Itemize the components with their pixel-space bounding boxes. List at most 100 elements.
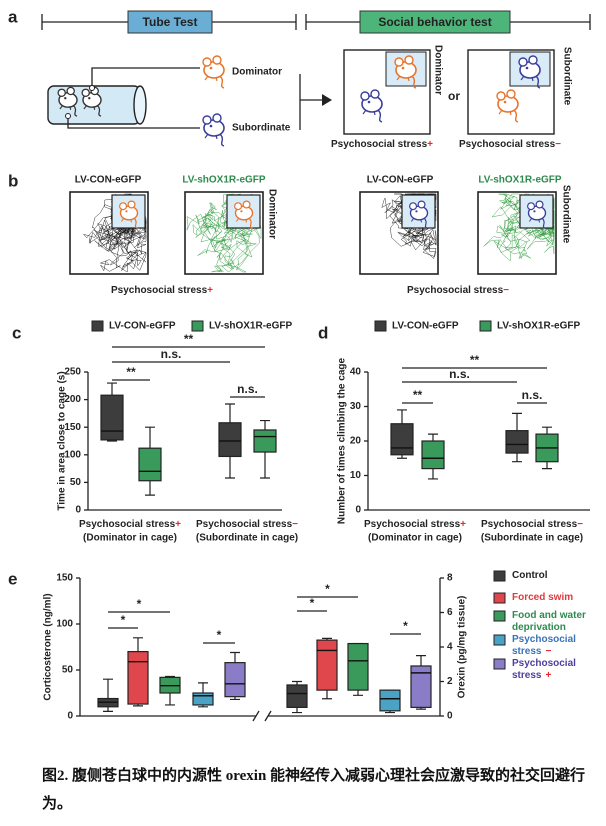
mouse-ear <box>127 200 136 209</box>
whisker-high <box>198 682 208 693</box>
whisker-low <box>165 693 175 706</box>
y2-tick-label: 0 <box>447 711 453 722</box>
legend-entry: Forced swim <box>512 592 598 604</box>
legend-label: LV-CON-eGFP <box>109 321 176 332</box>
box <box>421 440 445 470</box>
box <box>286 684 308 708</box>
box <box>347 642 369 691</box>
significance-label: ** <box>126 365 136 379</box>
mouse-leg <box>396 75 410 82</box>
dominator-label: Dominator <box>232 67 282 78</box>
mouse-ear <box>518 57 528 67</box>
significance-label: n.s. <box>522 388 543 402</box>
significance-label: ** <box>184 332 194 346</box>
mouse-tail <box>541 217 546 229</box>
lead-dot <box>65 113 71 119</box>
mouse-ear <box>528 55 538 65</box>
significance-label: * <box>121 613 126 627</box>
mouse-leg <box>528 217 541 223</box>
mouse-eye <box>209 124 213 128</box>
panel-letter: d <box>318 323 328 342</box>
mouse-tail <box>377 109 383 123</box>
whisker-high <box>107 382 117 396</box>
legend-sign: + <box>545 670 552 681</box>
y2-tick-label: 8 <box>447 573 453 584</box>
mouse-tail <box>411 75 417 89</box>
tube-test-box <box>127 10 213 34</box>
whisker-high <box>416 655 426 666</box>
whisker-low <box>145 480 155 496</box>
x-tick-label: Psychosocial stress+ <box>364 519 466 530</box>
panel-letter: c <box>12 323 21 342</box>
whisker-high <box>512 412 522 431</box>
box <box>390 423 414 456</box>
legend-label: Psychosocial stress <box>512 658 576 681</box>
caption: 图2. 腹侧苍白球中的内源性 orexin 能神经传入减弱心理社会应激导致的社交… <box>42 768 586 812</box>
whisker-low <box>353 690 363 696</box>
mouse-eye <box>503 100 507 104</box>
bracket <box>299 74 322 130</box>
cage-label: Dominator <box>266 189 277 239</box>
legend-label: Control <box>512 570 548 581</box>
box <box>379 689 401 712</box>
x-tick-label: Psychosocial stress− <box>481 519 583 530</box>
animal-track <box>82 193 147 273</box>
whisker-high <box>230 651 240 663</box>
mouse-icon <box>57 86 78 117</box>
group-label: LV-CON-eGFP <box>75 175 142 186</box>
stress-label: Psychosocial stress+ <box>331 139 433 150</box>
y-tick-label: 40 <box>350 367 362 378</box>
y-tick-label: 20 <box>350 436 362 447</box>
mouse-tail <box>72 104 78 117</box>
mouse-leg <box>410 217 423 223</box>
mouse-ear <box>409 202 418 211</box>
x-tick-label: Psychosocial stress+ <box>79 519 181 530</box>
x-tick-label-part: Psychosocial stress <box>79 519 176 530</box>
mouse-icon <box>202 55 225 89</box>
mouse-ear <box>404 55 414 65</box>
y-tick-label: 100 <box>64 449 81 460</box>
panel-letter: e <box>8 569 17 588</box>
legend-swatch <box>374 320 387 332</box>
whisker-low <box>542 461 552 470</box>
stress-label: Psychosocial stress+ <box>111 285 213 296</box>
whisker-high <box>133 637 143 652</box>
tube-end <box>133 85 147 125</box>
mouse-leg <box>235 217 248 223</box>
legend-swatch <box>493 570 506 582</box>
lead <box>67 67 200 129</box>
legend-sign: − <box>545 646 552 657</box>
mouse-tail <box>513 109 519 123</box>
mouse-ear <box>66 86 75 96</box>
mouse-ear <box>234 202 243 211</box>
y-tick-label: 150 <box>64 422 81 433</box>
mouse-eye <box>125 210 128 213</box>
y2-tick-label: 6 <box>447 607 453 618</box>
significance-label: ** <box>470 353 480 367</box>
x-tick-label-part: Psychosocial stress <box>481 519 578 530</box>
cage-label: Dominator <box>432 45 443 95</box>
mouse-ear <box>394 57 404 67</box>
whisker-high <box>428 433 438 441</box>
y-tick-label: 30 <box>350 401 362 412</box>
mouse-ear <box>370 89 380 99</box>
mouse-ear <box>57 88 66 98</box>
group-label: LV-shOX1R-eGFP <box>478 175 561 186</box>
mouse-icon <box>527 200 547 229</box>
significance-label: n.s. <box>449 367 470 381</box>
panel-letter: a <box>8 7 18 26</box>
mouse-leg <box>204 75 218 82</box>
mouse-tail <box>423 217 428 229</box>
mouse-eye <box>367 100 371 104</box>
mouse-leg <box>362 109 376 116</box>
y-tick-label: 50 <box>70 477 82 488</box>
legend-entry: Control <box>512 570 598 582</box>
y-tick-label: 10 <box>350 470 362 481</box>
legend-swatch <box>191 320 204 332</box>
y-axis-label: Number of times climbing the cage <box>337 357 348 524</box>
legend-swatch <box>493 658 506 670</box>
mouse-eye <box>64 97 67 100</box>
mouse-icon <box>496 89 519 123</box>
box <box>127 650 149 705</box>
